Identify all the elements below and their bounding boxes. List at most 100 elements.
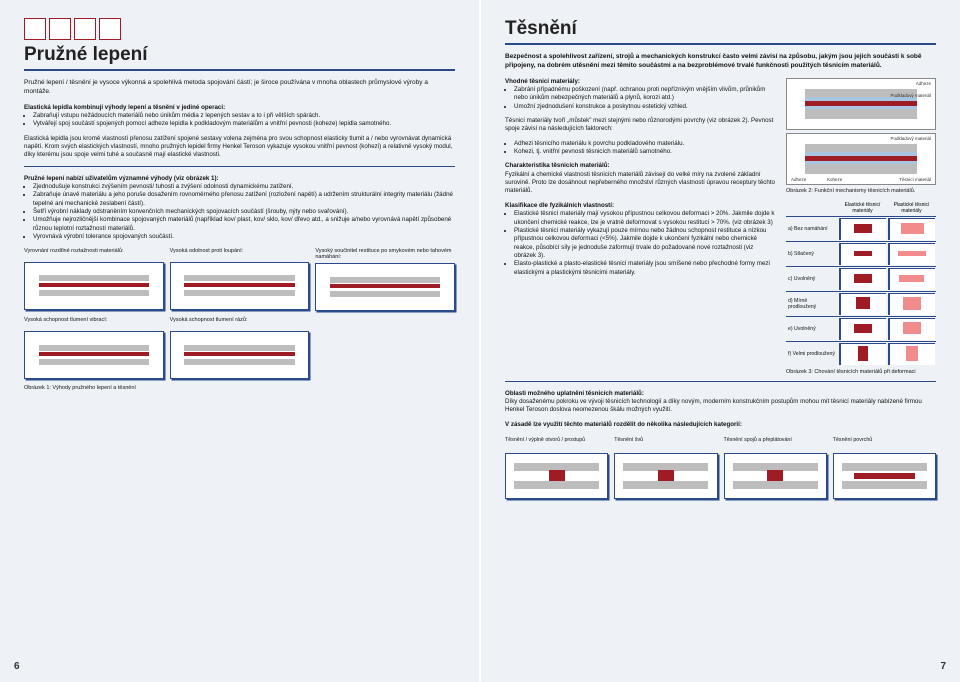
fig-label: Vysoká odolnost proti loupání: (170, 248, 310, 260)
obr2-label: Koheze (827, 177, 842, 182)
vhod-block: Vhodné těsnicí materiály: Zabrání případ… (505, 78, 776, 111)
obr3: Elastické těsnicí materiály Plastické tě… (786, 200, 936, 375)
fig-label: Vysoká schopnost tlumení rázů: (170, 317, 310, 329)
header-icons (24, 18, 455, 40)
obr3-row: e) Uvolněný (786, 316, 936, 341)
page-number-left: 6 (14, 661, 20, 672)
fig-box (24, 331, 164, 379)
obr2-label: Podkladový materiál (890, 136, 931, 141)
intro-right: Bezpečnost a spolehlivost zařízení, stro… (505, 53, 936, 71)
zasad: V zásadě lze využití těchto materiálů ro… (505, 421, 936, 429)
title-rule (505, 43, 936, 45)
page-right: Těsnění Bezpečnost a spolehlivost zaříze… (480, 0, 960, 682)
sealant-label: Těsnění / výplně otvorů / prostupů (505, 437, 608, 451)
obr3-row: f) Velmi prodloužený (786, 341, 936, 366)
factors: Adhezi těsnicího materiálu k povrchu pod… (505, 140, 776, 157)
adv-item: Šetří výrobní náklady odstraněním konven… (33, 208, 455, 216)
fig-box (170, 262, 310, 310)
obr2-label: Těsnicí materiál (899, 177, 931, 182)
komb-item: Vytvářejí spoj součástí spojených pomocí… (33, 120, 455, 128)
klas-item: Plastické těsnicí materiály vykazují pou… (514, 227, 776, 260)
vhod-head: Vhodné těsnicí materiály: (505, 78, 776, 86)
icon-box (99, 18, 121, 40)
fig-box (315, 263, 455, 311)
fig1-row1: Vyrovnání rozdílné roztažnosti materiálů… (24, 248, 455, 311)
fig-label: Vysoká schopnost tlumení vibrací: (24, 317, 164, 329)
obr3-h1: Elastické těsnicí materiály (838, 200, 887, 216)
sealant-box (724, 453, 827, 499)
obl-block: Oblasti možného uplatnění těsnicích mate… (505, 390, 936, 415)
obr2-label: Adheze (791, 177, 806, 182)
fig-cell: Vysoká schopnost tlumení vibrací: (24, 317, 164, 379)
sealant-label: Těsnění švů (614, 437, 717, 451)
title-rule (24, 69, 455, 71)
komb-block: Elastická lepidla kombinují výhody lepen… (24, 104, 455, 129)
klas-item: Elasto-plastické a plasto-elastické těsn… (514, 260, 776, 277)
icon-box (24, 18, 46, 40)
obr3-h2: Plastické těsnicí materiály (887, 200, 936, 216)
sealant-cell: Těsnění / výplně otvorů / prostupů (505, 437, 608, 499)
char-text: Fyzikální a chemické vlastnosti těsnicíc… (505, 171, 775, 195)
adv-item: Zabraňuje únavě materiálu a jeho poruše … (33, 191, 455, 208)
fig-label: Vysoký součinitel restituce po smykovém … (315, 248, 455, 261)
obr3-row: c) Uvolněný (786, 266, 936, 291)
fig-cell-empty (315, 317, 455, 379)
obr3-caption: Obrázek 3: Chování těsnicích materiálů p… (786, 369, 936, 375)
page-title-left: Pružné lepení (24, 44, 455, 66)
para2: Elastická lepidla jsou kromě vlastností … (24, 135, 455, 160)
factor-item: Adhezi těsnicího materiálu k povrchu pod… (514, 140, 776, 148)
fig1-caption: Obrázek 1: Výhody pružného lepení a těsn… (24, 385, 455, 391)
adv-item: Vyrovnává výrobní tolerance spojovaných … (33, 233, 455, 241)
fig-cell: Vysoký součinitel restituce po smykovém … (315, 248, 455, 311)
page-number-right: 7 (940, 661, 946, 672)
obr3-row: d) Mírně prodloužený (786, 291, 936, 316)
adv-block: Pružné lepení nabízí uživatelům významné… (24, 175, 455, 242)
klas-item: Elastické těsnicí materiály mají vysokou… (514, 210, 776, 227)
char-head: Charakteristika těsnicích materiálů: (505, 162, 776, 170)
obr2-label: Adheze (916, 81, 931, 86)
right-col-text: Vhodné těsnicí materiály: Zabrání případ… (505, 78, 776, 375)
sealant-cell: Těsnění spojů a přeplátování (724, 437, 827, 499)
fig1-row2: Vysoká schopnost tlumení vibrací: Vysoká… (24, 317, 455, 379)
fig-label: Vyrovnání rozdílné roztažnosti materiálů… (24, 248, 164, 260)
sealant-box (833, 453, 936, 499)
sealant-cell: Těsnění povrchů (833, 437, 936, 499)
fig-cell: Vyrovnání rozdílné roztažnosti materiálů… (24, 248, 164, 311)
obr3-row: a) Bez namáhání (786, 216, 936, 241)
icon-box (49, 18, 71, 40)
fig-cell: Vysoká schopnost tlumení rázů: (170, 317, 310, 379)
icon-box (74, 18, 96, 40)
adv-head: Pružné lepení nabízí uživatelům významné… (24, 175, 455, 183)
komb-head: Elastická lepidla kombinují výhody lepen… (24, 104, 455, 112)
factor-item: Kohezi, tj. vnitřní pevnosti těsnicích m… (514, 148, 776, 156)
sealant-categories: Těsnění / výplně otvorů / prostupů Těsně… (505, 437, 936, 499)
obl-head: Oblasti možného uplatnění těsnicích mate… (505, 390, 936, 398)
sealant-box (505, 453, 608, 499)
obr2-label: Podkladový materiál (890, 93, 931, 98)
thin-rule (505, 381, 936, 382)
obr2-caption: Obrázek 2: Funkční mechanismy těsnicích … (786, 188, 936, 194)
obr3-row: b) Stlačený (786, 241, 936, 266)
obr2: Adheze Podkladový materiál Adheze Koheze… (786, 78, 936, 194)
page-spread: Pružné lepení Pružné lepení / těsnění je… (0, 0, 960, 682)
page-title-right: Těsnění (505, 18, 936, 40)
obr2-box-bottom: Adheze Koheze Těsnicí materiál Podkladov… (786, 133, 936, 185)
right-col-figs: Adheze Podkladový materiál Adheze Koheze… (786, 78, 936, 375)
obr2-box-top: Adheze Podkladový materiál (786, 78, 936, 130)
adv-item: Zjednodušuje konstrukci zvýšením pevnost… (33, 183, 455, 191)
klas-head: Klasifikace dle fyzikálních vlastností: (505, 202, 776, 210)
komb-item: Zabraňují vstupu nežádoucích materiálů n… (33, 112, 455, 120)
fig-cell: Vysoká odolnost proti loupání: (170, 248, 310, 311)
sealant-box (614, 453, 717, 499)
vhod-item: Umožní zjednodušení konstrukce a poskytn… (514, 103, 776, 111)
page-left: Pružné lepení Pružné lepení / těsnění je… (0, 0, 480, 682)
obl-text: Díky dosaženému pokroku ve vývoji těsnic… (505, 398, 922, 413)
intro-left: Pružné lepení / těsnění je vysoce výkonn… (24, 79, 455, 97)
sealant-cell: Těsnění švů (614, 437, 717, 499)
adv-item: Umožňuje nejrozličnější kombinace spojov… (33, 216, 455, 233)
bridge-para: Těsnicí materiály tvoří „můstek" mezi st… (505, 117, 776, 134)
thin-rule (24, 166, 455, 167)
char-block: Charakteristika těsnicích materiálů: Fyz… (505, 162, 776, 195)
klas-block: Klasifikace dle fyzikálních vlastností: … (505, 202, 776, 277)
fig-box (170, 331, 310, 379)
